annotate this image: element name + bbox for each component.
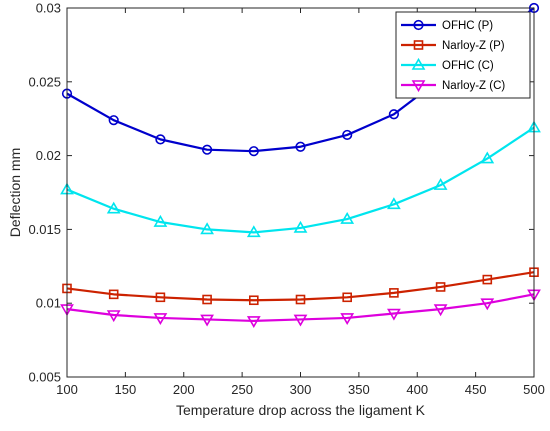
series-group <box>60 120 541 238</box>
x-tick-label: 100 <box>56 382 78 397</box>
data-point <box>387 197 401 210</box>
data-point <box>202 294 212 305</box>
data-point <box>480 298 495 311</box>
data-point <box>295 294 306 305</box>
legend-label: Narloy-Z (C) <box>442 80 505 92</box>
legend-item: OFHC (P) <box>401 19 493 32</box>
legend-box <box>395 11 531 99</box>
x-axis-label: Temperature drop across the ligament K <box>176 402 426 418</box>
legend-swatch-marker <box>413 19 424 31</box>
legend-swatch-marker <box>411 80 426 93</box>
data-point <box>480 151 495 164</box>
data-point <box>106 310 121 323</box>
x-tick-label: 450 <box>465 382 487 397</box>
data-point <box>433 178 448 190</box>
x-tick-label: 150 <box>115 382 137 397</box>
data-point <box>202 144 213 155</box>
data-point <box>155 292 166 303</box>
legend-swatch-marker <box>411 57 426 70</box>
data-point <box>293 220 308 233</box>
y-tick-label: 0.005 <box>28 370 61 385</box>
data-point <box>246 225 261 238</box>
legend-label: OFHC (C) <box>442 60 494 72</box>
data-point <box>482 274 493 285</box>
x-tick-label: 200 <box>173 382 195 397</box>
y-tick-label: 0.03 <box>36 1 61 16</box>
x-tick-label: 350 <box>348 382 370 397</box>
data-point <box>153 313 168 326</box>
y-tick-label: 0.015 <box>28 222 61 237</box>
legend-label: Narloy-Z (P) <box>442 40 505 52</box>
legend-swatch-marker <box>413 40 424 50</box>
data-point <box>435 282 446 292</box>
y-axis-label: Deflection mm <box>7 148 23 237</box>
series-line <box>66 293 535 323</box>
data-point <box>153 214 168 227</box>
data-point <box>248 146 259 157</box>
y-tick-label: 0.01 <box>36 296 61 311</box>
legend-item: Narloy-Z (P) <box>401 40 505 52</box>
series-line <box>66 271 535 302</box>
data-point <box>342 129 353 141</box>
x-tick-label: 300 <box>290 382 312 397</box>
x-tick-label: 400 <box>406 382 428 397</box>
y-tick-label: 0.025 <box>28 74 61 89</box>
data-point <box>106 201 121 214</box>
data-point <box>155 134 166 145</box>
data-point <box>388 109 400 120</box>
legend-item: Narloy-Z (C) <box>401 80 505 93</box>
series-group <box>62 267 539 306</box>
data-point <box>200 314 214 327</box>
data-point <box>200 222 214 235</box>
y-tick-label: 0.02 <box>36 148 61 163</box>
data-point <box>295 141 306 152</box>
data-point <box>340 313 355 326</box>
series-group <box>60 289 541 329</box>
x-tick-label: 250 <box>231 382 253 397</box>
data-point <box>387 308 401 321</box>
legend: OFHC (P) Narloy-Z (P) OFHC (C) Narloy-Z (C) <box>395 11 531 99</box>
data-point <box>108 289 119 300</box>
data-point <box>342 292 353 303</box>
series-layer <box>60 2 541 329</box>
data-point <box>389 288 399 298</box>
legend-label: OFHC (P) <box>442 20 493 32</box>
data-point <box>246 316 261 329</box>
data-point <box>433 304 448 317</box>
x-tick-label: 500 <box>523 382 545 397</box>
series-line <box>66 126 535 234</box>
data-point <box>108 115 119 126</box>
legend-item: OFHC (C) <box>401 57 494 72</box>
ticks-layer: 100 150 200 250 300 350 400 450 500 0.005 0.01 0.01… <box>28 1 544 398</box>
data-point <box>340 211 355 224</box>
series-line <box>66 7 535 153</box>
data-point <box>293 314 308 327</box>
data-point <box>249 295 259 306</box>
